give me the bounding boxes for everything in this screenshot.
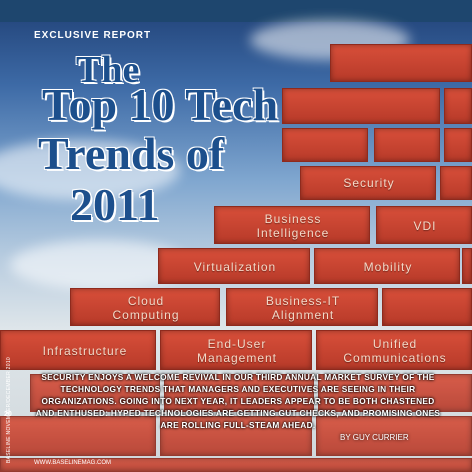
brick-label: End-User Management [196, 337, 278, 365]
page-number: 20 [4, 411, 12, 418]
brick-unified-communications: Unified Communications [316, 330, 472, 370]
brick [462, 248, 472, 284]
brick-label: Unified Communications [343, 337, 447, 365]
brick-vdi: VDI [376, 206, 472, 244]
brick [440, 166, 472, 200]
cloud [0, 140, 180, 200]
brick-label: Business-IT Alignment [265, 294, 341, 322]
brick [164, 374, 314, 412]
brick [0, 416, 156, 456]
brick [282, 88, 440, 124]
brick [444, 128, 472, 162]
brick-end-user-management: End-User Management [160, 330, 312, 370]
brick-infrastructure: Infrastructure [0, 330, 156, 370]
section-label: EXCLUSIVE REPORT [34, 30, 152, 41]
brick-business-it-alignment: Business-IT Alignment [226, 288, 378, 326]
brick [444, 88, 472, 124]
title-line-3: Trends of [38, 128, 225, 179]
brick-business-intelligence: Business Intelligence [214, 206, 370, 244]
byline: BY GUY CURRIER [340, 433, 409, 442]
brick [330, 44, 472, 82]
intro-paragraph: SECURITY ENJOYS A WELCOME REVIVAL IN OUR… [35, 372, 441, 430]
brick-label: Mobility [363, 260, 413, 274]
spine-text: BASELINE NOVEMBER/DECEMBER 2010 [6, 357, 12, 463]
title-line-4: 2011 [70, 179, 160, 230]
brick-label: Cloud Computing [112, 294, 180, 322]
title-line-2: Top 10 Tech [42, 79, 279, 130]
brick [160, 416, 312, 456]
brick-cloud-computing: Cloud Computing [70, 288, 220, 326]
brick-label: Business Intelligence [256, 212, 330, 240]
brick [318, 374, 472, 412]
title-line-1: The [76, 49, 140, 91]
top-bar [0, 0, 472, 22]
brick-virtualization: Virtualization [158, 248, 310, 284]
footer-url: WWW.BASELINEMAG.COM [34, 460, 112, 466]
brick-security: Security [300, 166, 436, 200]
brick [316, 416, 472, 456]
brick-label: VDI [413, 219, 437, 233]
brick-label: Virtualization [193, 260, 277, 274]
brick [282, 128, 368, 162]
brick [374, 128, 440, 162]
brick-label: Infrastructure [42, 344, 128, 358]
brick-mobility: Mobility [314, 248, 460, 284]
brick-label: Security [343, 176, 395, 190]
brick [382, 288, 472, 326]
brick [30, 374, 160, 412]
